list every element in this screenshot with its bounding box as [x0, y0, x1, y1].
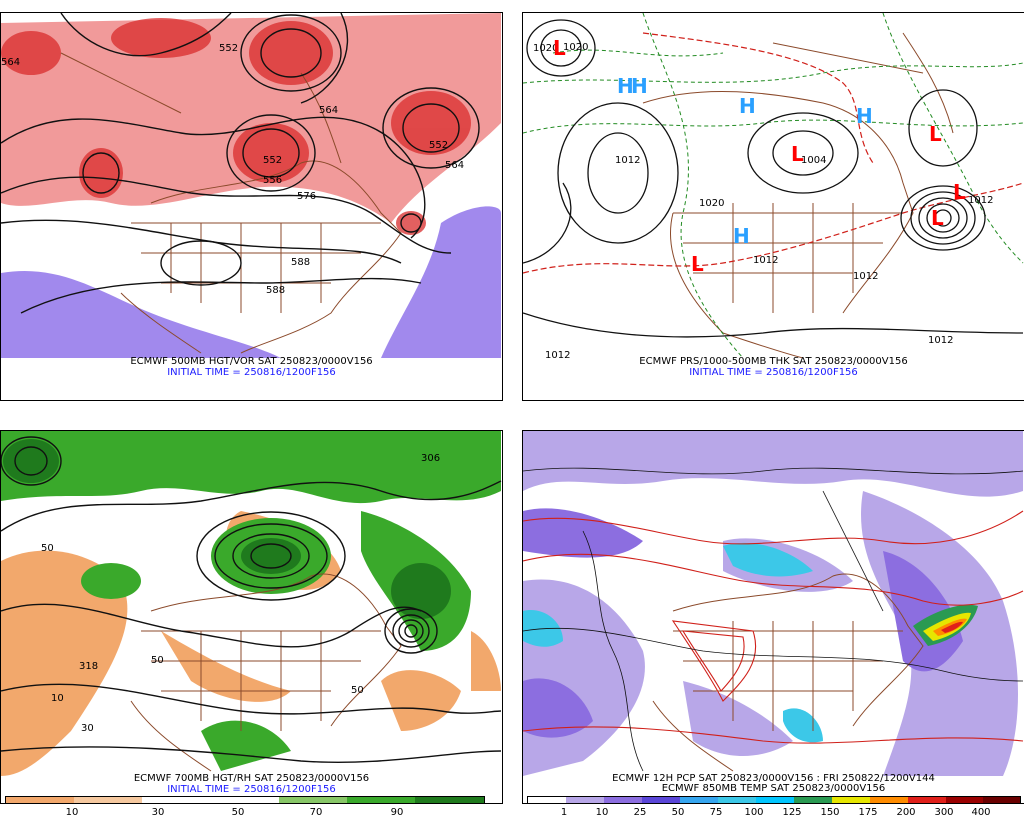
high-marker: H	[617, 74, 634, 98]
tick-label: 70	[309, 807, 323, 818]
low-marker: L	[953, 180, 966, 204]
temp-850-contours	[523, 510, 1024, 744]
panel-precip-850temp: ECMWF 12H PCP SAT 250823/0000V156 : FRI …	[522, 430, 1024, 804]
geography-lines	[130, 573, 402, 772]
precip-colorbar	[527, 796, 1021, 803]
contour-label: 1020	[533, 43, 558, 54]
panel-500mb-hgt-vor: 564 552 564 552 556 576 552 564 588 588 …	[0, 12, 503, 401]
tick-label: 30	[151, 807, 165, 818]
caption-title: ECMWF 700MB HGT/RH SAT 250823/0000V156	[133, 773, 370, 784]
tick-label: 300	[934, 807, 954, 818]
low-marker: L	[691, 252, 704, 276]
height-contours	[1, 436, 502, 764]
contour-label: 556	[263, 175, 282, 186]
contour-label: 1012	[928, 335, 953, 346]
caption-initial-time: INITIAL TIME = 250816/1200F156	[167, 367, 336, 378]
contour-label: 1012	[968, 195, 993, 206]
map-700mb: 306 318 50 50 10 50 30	[1, 431, 502, 776]
tick-label: 10	[595, 807, 609, 818]
caption-subtitle: ECMWF 850MB TEMP SAT 250823/0000V156	[661, 783, 886, 794]
caption-title: ECMWF PRS/1000-500MB THK SAT 250823/0000…	[639, 356, 908, 367]
tick-label: 50	[671, 807, 685, 818]
tick-label: 125	[782, 807, 802, 818]
low-marker: L	[929, 122, 942, 146]
caption-title: ECMWF 500MB HGT/VOR SAT 250823/0000V156	[130, 356, 373, 367]
contour-label: 564	[1, 57, 20, 68]
contour-label: 588	[291, 257, 310, 268]
contour-label: 564	[319, 105, 338, 116]
contour-label: 552	[429, 140, 448, 151]
contour-label-group: 306 318 50 50 10 50 30	[41, 453, 440, 734]
contour-label: 10	[51, 693, 64, 704]
contour-label: 1012	[853, 271, 878, 282]
contour-label: 30	[81, 723, 94, 734]
precip-heavy-core	[913, 604, 978, 646]
contour-label: 1012	[545, 350, 570, 361]
pressure-contours	[523, 467, 1024, 772]
vorticity-fill-red	[1, 13, 501, 223]
high-marker: H	[739, 94, 756, 118]
height-contours	[1, 13, 480, 314]
precip-colorbar-ticks: 1 10 25 50 75 100 125 150 175 200 300 40…	[526, 807, 1018, 819]
contour-label: 318	[79, 661, 98, 672]
contour-label: 306	[421, 453, 440, 464]
contour-label: 576	[297, 191, 316, 202]
map-precip	[523, 431, 1024, 776]
contour-label: 1020	[563, 42, 588, 53]
tick-label: 10	[65, 807, 79, 818]
panel-pressure-thickness: 1020 1020 1004 1012 1012 1012 1012 1020 …	[522, 12, 1024, 401]
contour-label: 1012	[615, 155, 640, 166]
contour-label: 1020	[699, 198, 724, 209]
contour-label: 564	[445, 160, 464, 171]
contour-label: 1012	[753, 255, 778, 266]
contour-label-group: 564 552 564 552 556 576 552 564 588 588	[1, 43, 464, 296]
thickness-red	[523, 32, 1024, 274]
contour-label-group: 1020 1020 1004 1012 1012 1012 1012 1020 …	[533, 42, 993, 361]
geography-lines	[652, 573, 924, 772]
tick-label: 400	[971, 807, 991, 818]
tick-label: 75	[709, 807, 723, 818]
tick-label: 50	[231, 807, 245, 818]
panel-700mb-hgt-rh: 306 318 50 50 10 50 30 ECMWF 700MB HGT/R…	[0, 430, 503, 804]
map-500mb: 564 552 564 552 556 576 552 564 588 588	[1, 13, 502, 358]
low-marker: L	[791, 142, 804, 166]
contour-label: 552	[219, 43, 238, 54]
caption-initial-time: INITIAL TIME = 250816/1200F156	[167, 784, 336, 795]
low-marker: L	[553, 36, 566, 60]
tick-label: 1	[560, 807, 568, 818]
contour-label: 50	[41, 543, 54, 554]
geography-lines	[642, 32, 954, 359]
caption-initial-time: INITIAL TIME = 250816/1200F156	[689, 367, 858, 378]
vorticity-fill-purple	[1, 206, 501, 358]
high-marker: H	[733, 224, 750, 248]
contour-label: 50	[151, 655, 164, 666]
tick-label: 175	[858, 807, 878, 818]
contour-label: 50	[351, 685, 364, 696]
rh-colorbar-ticks: 10 30 50 70 90	[4, 807, 482, 819]
high-marker: H	[856, 104, 873, 128]
contour-label: 588	[266, 285, 285, 296]
rh-moist-fill	[1, 431, 501, 771]
contour-label: 552	[263, 155, 282, 166]
pressure-centers: L L L L L L H H H H H	[553, 36, 966, 276]
tick-label: 90	[390, 807, 404, 818]
rh-colorbar	[5, 796, 485, 803]
thickness-green	[523, 13, 1024, 359]
tick-label: 25	[633, 807, 647, 818]
map-pressure: 1020 1020 1004 1012 1012 1012 1012 1020 …	[523, 13, 1024, 361]
tick-label: 100	[744, 807, 764, 818]
high-marker: H	[631, 74, 648, 98]
isobars	[523, 19, 1024, 338]
tick-label: 200	[896, 807, 916, 818]
contour-label: 1004	[801, 155, 826, 166]
low-marker: L	[931, 206, 944, 230]
tick-label: 150	[820, 807, 840, 818]
caption-title: ECMWF 12H PCP SAT 250823/0000V156 : FRI …	[612, 773, 935, 784]
